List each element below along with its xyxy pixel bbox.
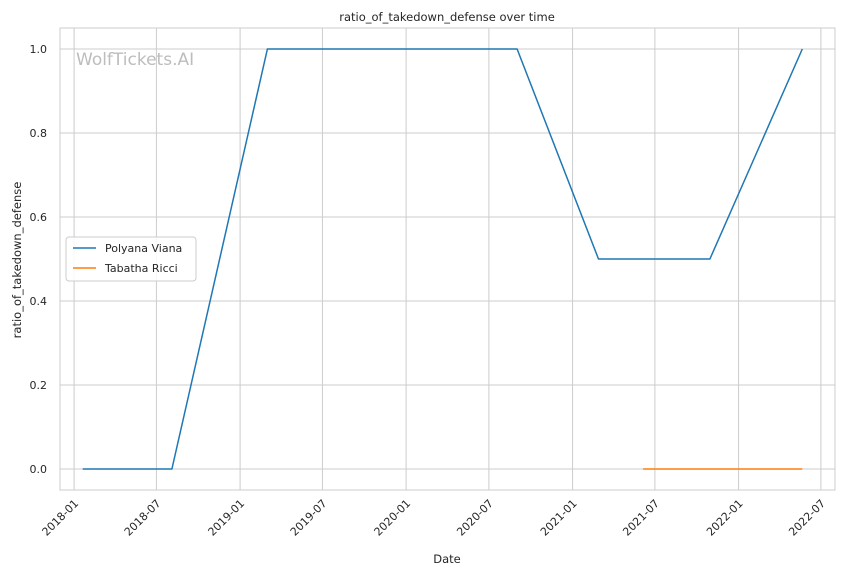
x-tick-label: 2019-07	[288, 497, 330, 539]
x-tick-label: 2020-07	[454, 497, 496, 539]
x-axis-label: Date	[433, 552, 461, 566]
legend-box	[65, 236, 197, 282]
x-tick-label: 2019-01	[206, 497, 248, 539]
legend-label-polyana-viana: Polyana Viana	[105, 242, 182, 255]
x-tick-label: 2018-07	[122, 497, 164, 539]
y-axis-label: ratio_of_takedown_defense	[10, 182, 24, 339]
x-tick-label: 2022-07	[786, 497, 828, 539]
x-axis-ticks: 2018-01 2018-07 2019-01 2019-07 2020-01 2020-…	[40, 497, 828, 539]
y-tick-label: 0.2	[30, 379, 48, 392]
chart-title: ratio_of_takedown_defense over time	[339, 10, 555, 24]
y-axis-ticks: 0.0 0.2 0.4 0.6 0.8 1.0	[30, 43, 48, 476]
series-lines	[82, 48, 803, 470]
x-tick-label: 2020-01	[372, 497, 414, 539]
legend: Polyana Viana Tabatha Ricci	[65, 236, 197, 282]
x-tick-label: 2021-01	[538, 497, 580, 539]
legend-label-tabatha-ricci: Tabatha Ricci	[104, 262, 178, 275]
series-line-polyana-viana	[82, 48, 803, 470]
x-tick-label: 2021-07	[620, 497, 662, 539]
x-tick-label: 2018-01	[40, 497, 82, 539]
watermark: WolfTickets.AI	[76, 50, 194, 70]
y-tick-label: 0.8	[30, 127, 48, 140]
y-tick-label: 0.6	[30, 211, 48, 224]
x-tick-label: 2022-01	[704, 497, 746, 539]
y-tick-label: 0.4	[30, 295, 48, 308]
y-tick-label: 0.0	[30, 463, 48, 476]
y-tick-label: 1.0	[30, 43, 48, 56]
